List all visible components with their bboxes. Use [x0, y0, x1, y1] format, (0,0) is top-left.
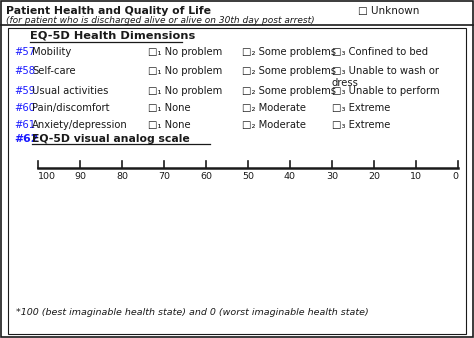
Text: #57: #57 [14, 47, 35, 57]
Text: 80: 80 [116, 172, 128, 181]
Text: 50: 50 [242, 172, 254, 181]
Text: Patient Health and Quality of Life: Patient Health and Quality of Life [6, 6, 211, 16]
Text: □₁ No problem: □₁ No problem [148, 47, 222, 57]
Text: □₁ No problem: □₁ No problem [148, 86, 222, 96]
Text: #62: #62 [14, 134, 38, 144]
Text: □₂ Some problems: □₂ Some problems [242, 47, 336, 57]
Text: #58: #58 [14, 66, 35, 76]
Text: 70: 70 [158, 172, 170, 181]
Text: #61: #61 [14, 120, 35, 130]
FancyBboxPatch shape [8, 28, 466, 334]
Text: 40: 40 [284, 172, 296, 181]
Text: EQ-5D Health Dimensions: EQ-5D Health Dimensions [30, 31, 195, 41]
Text: 10: 10 [410, 172, 422, 181]
Text: Usual activities: Usual activities [32, 86, 109, 96]
Text: *100 (best imaginable health state) and 0 (worst imaginable health state): *100 (best imaginable health state) and … [16, 308, 369, 317]
Text: Pain/discomfort: Pain/discomfort [32, 103, 109, 113]
Text: Anxiety/depression: Anxiety/depression [32, 120, 128, 130]
Text: □₂ Moderate: □₂ Moderate [242, 103, 306, 113]
Text: 20: 20 [368, 172, 380, 181]
Text: 100: 100 [38, 172, 56, 181]
Text: □₂ Some problems: □₂ Some problems [242, 66, 336, 76]
Text: □₁ No problem: □₁ No problem [148, 66, 222, 76]
Text: #60: #60 [14, 103, 35, 113]
Text: □₃ Unable to wash or
dress: □₃ Unable to wash or dress [332, 66, 439, 88]
Text: 30: 30 [326, 172, 338, 181]
Text: 60: 60 [200, 172, 212, 181]
Text: #59: #59 [14, 86, 35, 96]
Text: □₁ None: □₁ None [148, 103, 191, 113]
Text: Mobility: Mobility [32, 47, 71, 57]
Text: □₁ None: □₁ None [148, 120, 191, 130]
Text: □₂ Moderate: □₂ Moderate [242, 120, 306, 130]
Text: □ Unknown: □ Unknown [358, 6, 419, 16]
Text: □₃ Confined to bed: □₃ Confined to bed [332, 47, 428, 57]
Text: □₃ Unable to perform: □₃ Unable to perform [332, 86, 439, 96]
Text: EQ-5D visual analog scale: EQ-5D visual analog scale [32, 134, 190, 144]
Text: □₃ Extreme: □₃ Extreme [332, 120, 391, 130]
Text: 90: 90 [74, 172, 86, 181]
Text: 0: 0 [452, 172, 458, 181]
Text: □₂ Some problems: □₂ Some problems [242, 86, 336, 96]
Text: Self-care: Self-care [32, 66, 76, 76]
Text: (for patient who is discharged alive or alive on 30th day post arrest): (for patient who is discharged alive or … [6, 16, 315, 25]
Text: □₃ Extreme: □₃ Extreme [332, 103, 391, 113]
